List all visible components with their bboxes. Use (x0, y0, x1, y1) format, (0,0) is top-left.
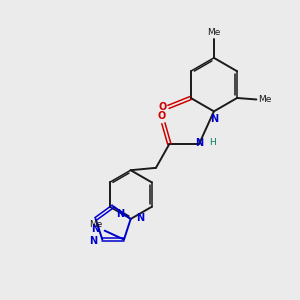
Text: N: N (136, 213, 144, 224)
Text: N: N (116, 209, 124, 219)
Text: O: O (158, 111, 166, 121)
Text: O: O (159, 103, 167, 112)
Text: Me: Me (89, 220, 102, 229)
Text: N: N (92, 224, 100, 234)
Text: N: N (89, 236, 97, 246)
Text: Me: Me (258, 95, 271, 104)
Text: Me: Me (207, 28, 220, 37)
Text: N: N (196, 139, 204, 148)
Text: H: H (209, 138, 216, 147)
Text: N: N (210, 114, 218, 124)
